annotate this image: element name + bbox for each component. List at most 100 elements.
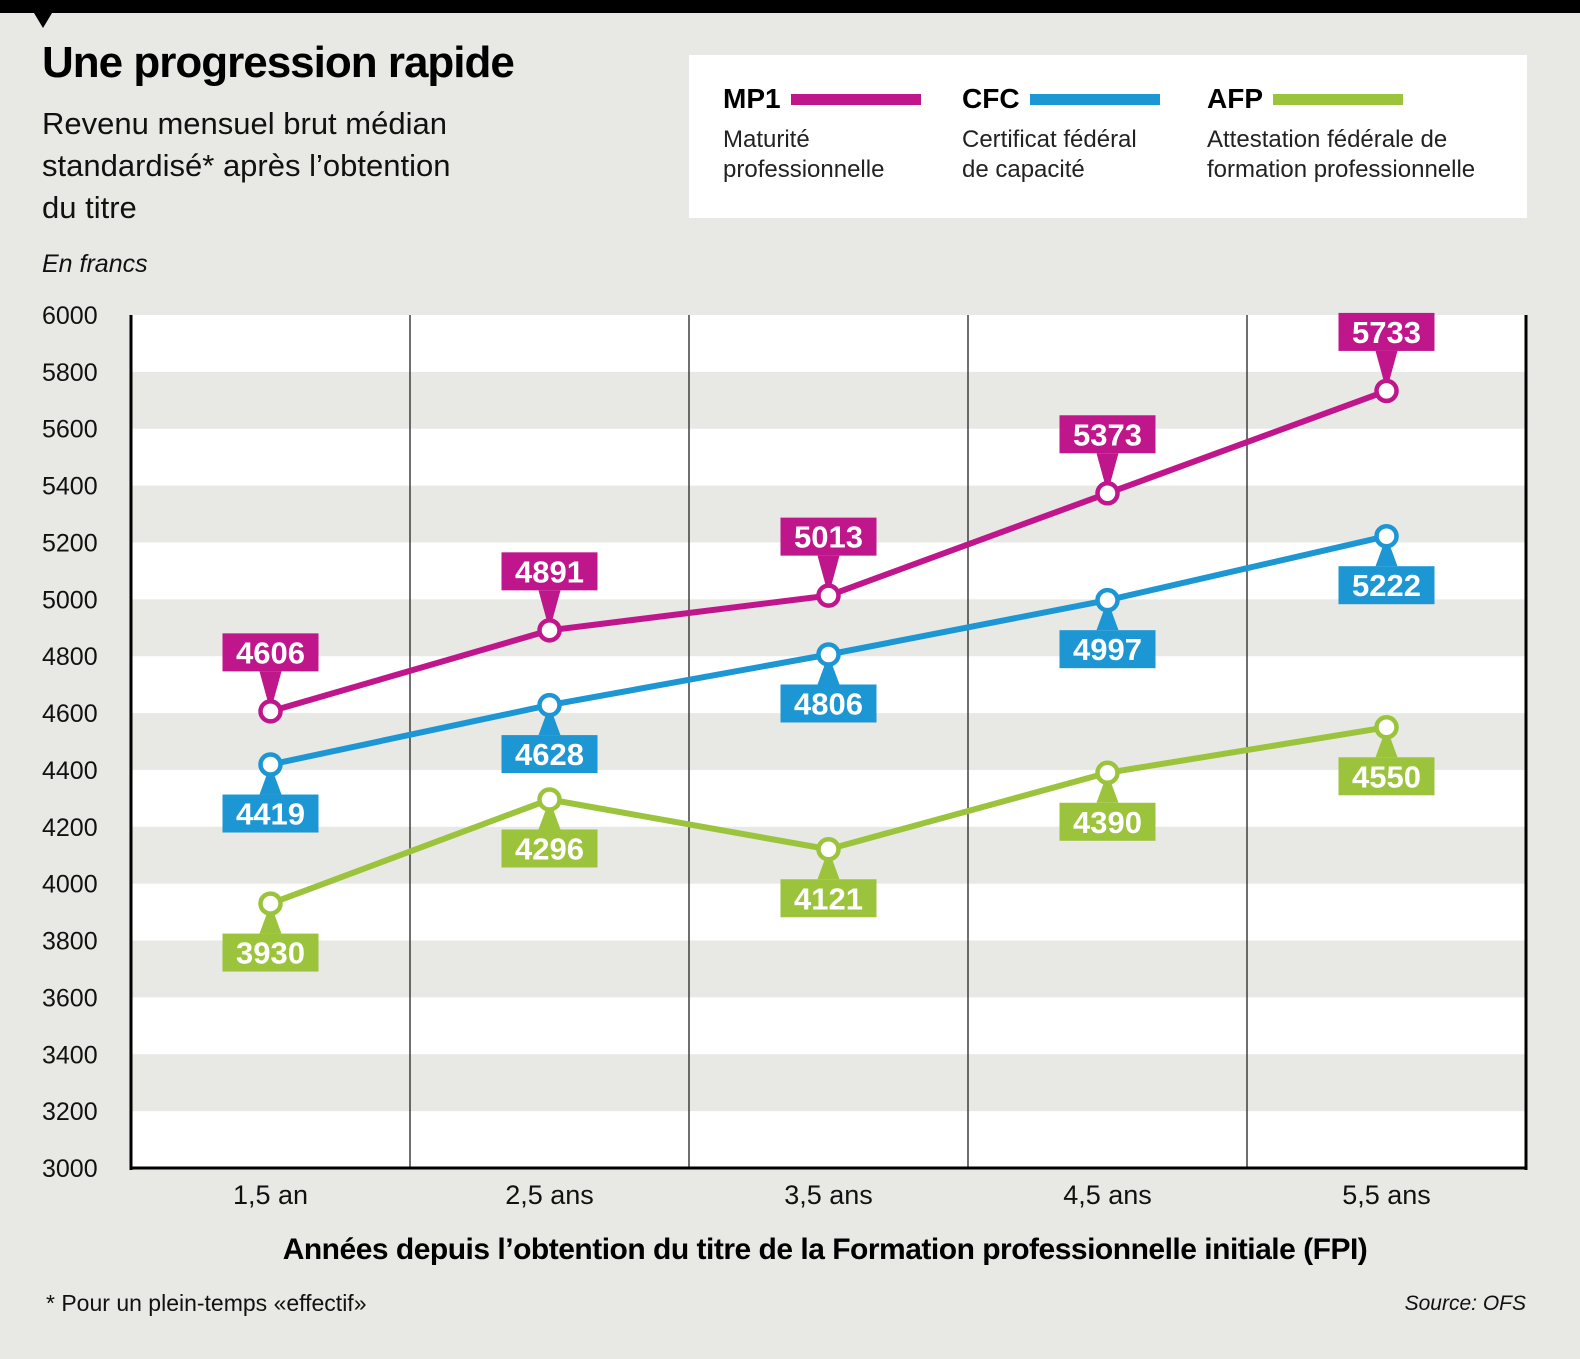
data-point [537,692,562,718]
data-label: 4997 [1073,632,1142,667]
data-point [537,787,562,812]
y-tick-label: 4800 [42,643,98,671]
label-pointer [1375,727,1398,758]
data-point [1374,715,1399,740]
label-pointer [817,555,840,596]
legend-item-mp1: MP1 Maturité professionnelle [723,83,921,185]
y-tick-label: 3800 [42,928,98,956]
data-label-box [1338,566,1435,605]
y-tick-label: 3400 [42,1041,98,1069]
data-label-box [1338,757,1435,796]
y-tick-label: 4400 [42,757,98,785]
legend-item-cfc: CFC Certificat fédéral de capacité [962,83,1162,185]
y-tick-label: 5200 [42,529,98,557]
y-tick-label: 4600 [42,700,98,728]
data-label-box [1059,630,1156,669]
legend: MP1 Maturité professionnelle CFC Certifi… [689,55,1527,218]
data-point [816,642,841,667]
x-axis-title: Années depuis l’obtention du titre de la… [282,1233,1368,1266]
legend-item-afp: AFP Attestation fédérale de formation pr… [1207,83,1507,185]
label-pointer [1375,536,1398,567]
y-tick-label: 6000 [42,302,98,330]
label-pointer [1096,453,1119,494]
y-tick-label: 3600 [42,984,98,1012]
legend-description: Certificat fédéral de capacité [962,126,1137,183]
label-pointer [1375,350,1398,391]
y-tick-label: 5800 [42,359,98,387]
label-pointer [1096,600,1119,631]
y-tick-label: 5600 [42,416,98,444]
label-pointer [1096,772,1119,803]
data-label-box [1338,312,1435,351]
data-label-box [1059,802,1156,841]
data-point [1374,523,1399,549]
grid-band [131,1054,1526,1112]
data-point [258,891,283,916]
legend-swatch [1273,93,1403,105]
data-label: 3930 [236,936,305,971]
x-tick-label: 2,5 ans [505,1180,594,1210]
data-label-box [780,879,877,918]
data-label: 5733 [1352,315,1421,350]
label-pointer [538,705,561,736]
footnote: * Pour un plein-temps «effectif» [46,1290,367,1316]
legend-swatch [1029,93,1160,105]
data-label: 4419 [236,797,305,832]
data-label: 4806 [794,686,863,721]
data-point [1095,760,1120,786]
x-tick-label: 3,5 ans [784,1180,873,1210]
data-label: 4550 [1352,759,1421,794]
data-label: 5373 [1073,417,1142,452]
data-label: 4121 [794,881,863,916]
grid-band [131,940,1526,998]
data-point [1095,587,1120,613]
legend-name: MP1 [723,83,781,114]
chart-subtitle: Revenu mensuel brut médian standardisé* … [42,106,451,225]
y-tick-label: 4000 [42,871,98,899]
legend-description: Attestation fédérale de formation profes… [1207,126,1476,183]
label-pointer [817,654,840,685]
label-pointer [259,764,282,795]
x-tick-label: 5,5 ans [1342,1180,1431,1210]
data-label: 5222 [1352,568,1421,603]
data-point [816,837,841,862]
label-pointer [259,671,282,712]
y-tick-label: 5400 [42,473,98,501]
data-label-box [780,684,877,723]
y-tick-label: 5000 [42,586,98,614]
label-pointer [259,903,282,934]
source: Source: OFS [1404,1292,1526,1315]
data-point [1095,481,1120,506]
chart-title: Une progression rapide [42,38,515,87]
data-label-box [501,829,598,868]
legend-name: AFP [1207,83,1263,114]
y-tick-label: 4200 [42,814,98,842]
data-point [1374,378,1399,404]
data-point [258,752,283,777]
top-bar [0,0,1580,13]
data-label: 4296 [515,832,584,867]
data-label: 4891 [515,554,584,589]
data-label-box [222,933,319,972]
data-point [258,699,283,724]
x-tick-label: 4,5 ans [1063,1180,1152,1210]
data-label-box [222,633,319,672]
legend-description: Maturité professionnelle [723,126,885,183]
data-label-box [501,552,598,591]
data-point [537,618,562,643]
legend-name: CFC [962,83,1020,114]
y-tick-label: 3200 [42,1098,98,1126]
y-tick-label: 3000 [42,1155,98,1183]
data-label: 4390 [1073,805,1142,840]
label-pointer [538,590,561,631]
data-label-box [222,794,319,833]
data-label-box [501,735,598,774]
data-label: 4628 [515,737,584,772]
data-label: 4606 [236,635,305,670]
data-point [816,583,841,608]
legend-swatch [790,93,921,105]
y-axis-unit: En francs [42,250,148,278]
data-label: 5013 [794,520,863,555]
